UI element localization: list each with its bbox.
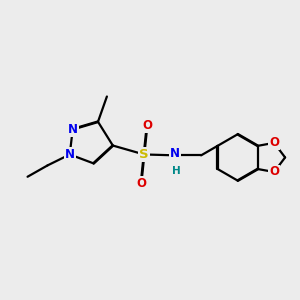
Text: S: S bbox=[139, 148, 149, 161]
Text: N: N bbox=[170, 147, 180, 161]
Text: O: O bbox=[142, 119, 152, 132]
Text: O: O bbox=[269, 166, 279, 178]
Text: N: N bbox=[65, 148, 75, 161]
Text: O: O bbox=[136, 177, 146, 190]
Text: N: N bbox=[68, 123, 78, 136]
Text: H: H bbox=[172, 166, 181, 176]
Text: O: O bbox=[269, 136, 279, 149]
